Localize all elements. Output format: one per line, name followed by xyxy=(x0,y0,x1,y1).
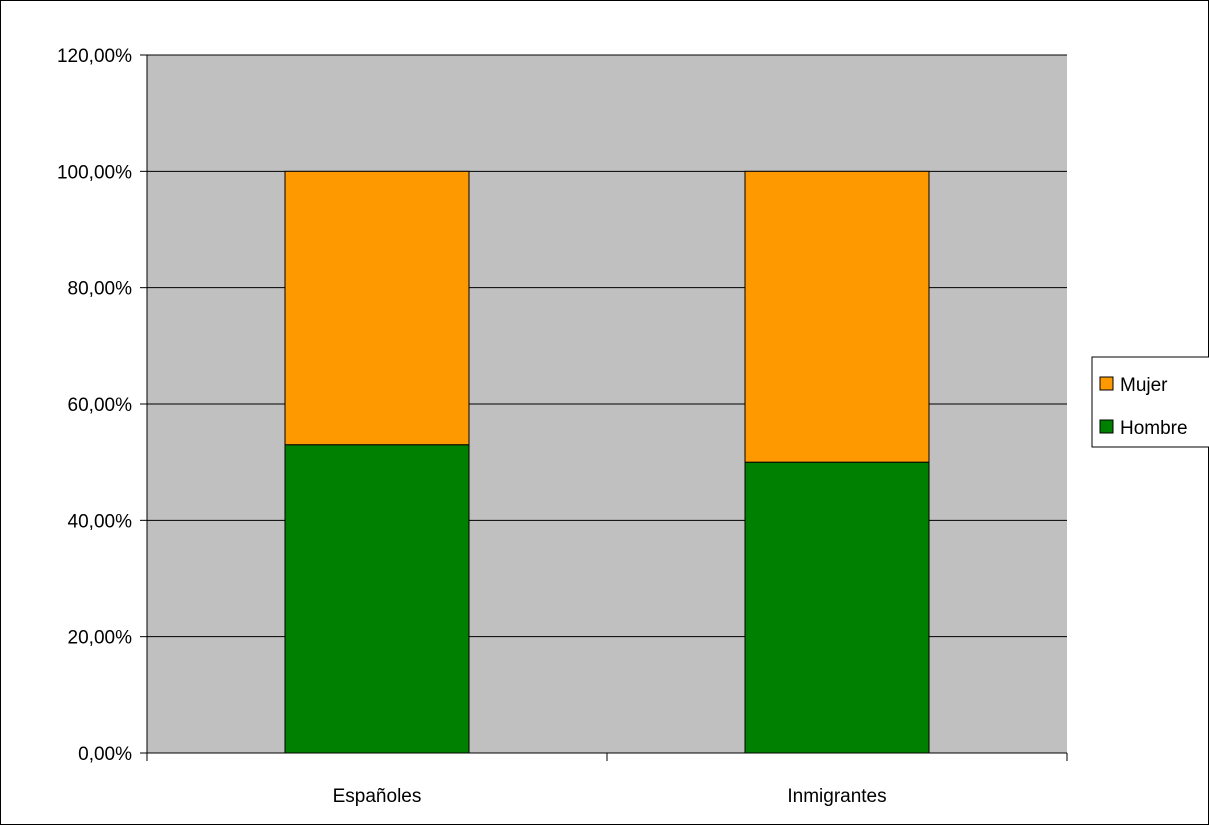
y-tick-label: 120,00% xyxy=(57,46,132,67)
x-category-label: Inmigrantes xyxy=(787,786,886,807)
legend-label-hombre: Hombre xyxy=(1120,418,1188,439)
legend-swatch-hombre xyxy=(1099,419,1114,434)
y-tick-label: 60,00% xyxy=(68,395,133,416)
bar-hombre xyxy=(284,444,470,754)
y-tick-label: 40,00% xyxy=(68,511,133,532)
legend: Mujer Hombre xyxy=(1091,356,1209,448)
legend-swatch-mujer xyxy=(1099,376,1114,391)
y-tick-label: 0,00% xyxy=(78,744,132,765)
legend-label-mujer: Mujer xyxy=(1120,375,1168,396)
bar-mujer xyxy=(744,170,930,463)
bars xyxy=(284,170,930,754)
y-tick-label: 100,00% xyxy=(57,162,132,183)
bar-mujer xyxy=(284,170,470,446)
x-axis: Españoles Inmigrantes xyxy=(146,753,1068,807)
y-tick-label: 80,00% xyxy=(68,279,133,300)
y-tick-label: 20,00% xyxy=(68,628,133,649)
y-axis: 0,00% 20,00% 40,00% 60,00% 80,00% 100,00% 120,… xyxy=(57,46,147,765)
x-category-label: Españoles xyxy=(333,786,422,807)
bar-hombre xyxy=(744,461,930,754)
